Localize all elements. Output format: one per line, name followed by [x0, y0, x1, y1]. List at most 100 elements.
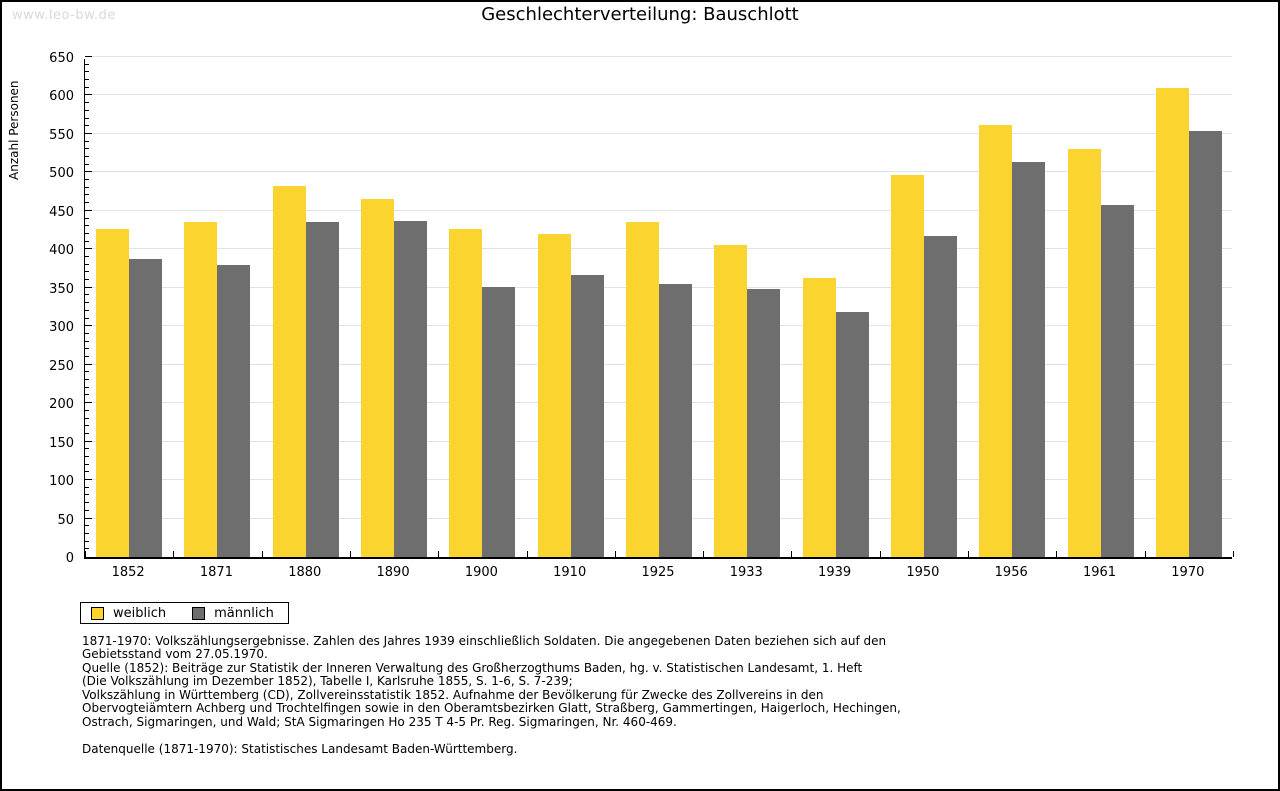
y-minor-tick-590	[85, 102, 89, 104]
y-major-tick-50	[85, 517, 92, 519]
y-minor-tick-360	[85, 279, 89, 281]
y-tick-label-450: 450	[49, 204, 74, 220]
footnotes: 1871-1970: Volkszählungsergebnisse. Zahl…	[82, 634, 1202, 756]
x-tick-label-1852: 1852	[111, 565, 145, 580]
legend-item-männlich: männlich	[192, 606, 274, 621]
y-minor-tick-60	[85, 509, 89, 511]
y-minor-tick-630	[85, 71, 89, 73]
page-title: Geschlechterverteilung: Bauschlott	[481, 4, 799, 25]
y-tick-label-300: 300	[49, 320, 74, 336]
bar-männlich-1956	[1012, 162, 1046, 557]
x-boundary-tick-0	[85, 551, 86, 557]
x-tick-label-1910: 1910	[553, 565, 587, 580]
bar-männlich-1880	[305, 222, 339, 557]
y-minor-tick-280	[85, 340, 89, 342]
bar-männlich-1925	[659, 283, 692, 557]
gridline-450	[85, 209, 1232, 211]
y-minor-tick-530	[85, 148, 89, 150]
bar-weiblich-1871	[184, 222, 218, 557]
bar-männlich-1970	[1188, 130, 1222, 557]
footnote-line-5: Volkszählung in Württemberg (CD), Zollve…	[82, 687, 824, 702]
bar-männlich-1890	[394, 220, 428, 557]
y-minor-tick-30	[85, 532, 89, 534]
x-boundary-tick-13	[1233, 551, 1234, 557]
y-minor-tick-110	[85, 471, 89, 473]
bar-männlich-1910	[570, 274, 604, 557]
x-boundary-tick-3	[349, 551, 351, 557]
y-minor-tick-70	[85, 502, 89, 504]
footnote-line-6: Obervogteiämtern Achberg und Trochtelfin…	[82, 701, 901, 716]
x-boundary-tick-9	[879, 551, 881, 557]
y-minor-tick-270	[85, 348, 89, 350]
x-boundary-tick-12	[1144, 551, 1146, 557]
y-tick-label-400: 400	[49, 243, 74, 259]
footnote-line-1: 1871-1970: Volkszählungsergebnisse. Zahl…	[82, 634, 887, 648]
legend-item-weiblich: weiblich	[91, 606, 166, 621]
y-minor-tick-40	[85, 525, 89, 527]
y-minor-tick-20	[85, 540, 89, 542]
footnote-line-7: Ostrach, Sigmaringen, und Wald; StA Sigm…	[82, 714, 677, 729]
y-major-tick-650	[85, 56, 92, 57]
y-tick-label-650: 650	[49, 51, 74, 66]
y-minor-tick-420	[85, 232, 89, 234]
bar-weiblich-1910	[537, 233, 571, 557]
plot-area	[84, 56, 1234, 559]
x-tick-label-1939: 1939	[818, 565, 852, 580]
legend-label: weiblich	[113, 605, 167, 621]
footnote-line-8	[82, 729, 1202, 742]
footnote-line-3: Quelle (1852): Beiträge zur Statistik de…	[82, 660, 863, 675]
x-tick-label-1880: 1880	[288, 565, 322, 580]
legend-swatch-weiblich	[91, 606, 104, 620]
footnote-line-9: Datenquelle (1871-1970): Statistisches L…	[82, 741, 518, 756]
y-minor-tick-190	[85, 409, 89, 411]
y-tick-label-50: 50	[57, 512, 74, 528]
y-minor-tick-320	[85, 309, 89, 311]
x-boundary-tick-2	[261, 551, 263, 557]
y-minor-tick-440	[85, 217, 89, 219]
y-minor-tick-230	[85, 379, 89, 381]
bar-weiblich-1950	[890, 174, 924, 557]
y-tick-label-250: 250	[49, 358, 74, 374]
gridline-550	[85, 132, 1232, 134]
y-minor-tick-140	[85, 448, 89, 450]
watermark: www.leo-bw.de	[12, 8, 116, 23]
bar-weiblich-1880	[272, 186, 306, 557]
y-major-tick-100	[85, 479, 92, 481]
x-tick-label-1871: 1871	[199, 565, 233, 580]
y-major-tick-300	[85, 325, 92, 327]
x-tick-label-1933: 1933	[729, 565, 763, 580]
y-minor-tick-340	[85, 294, 89, 296]
y-major-tick-500	[85, 171, 92, 173]
y-major-tick-250	[85, 363, 92, 365]
bar-weiblich-1933	[714, 244, 748, 557]
x-boundary-tick-8	[791, 551, 793, 557]
gridline-650	[85, 56, 1232, 57]
legend-label: männlich	[214, 605, 274, 621]
x-tick-label-1956: 1956	[994, 565, 1028, 580]
y-minor-tick-370	[85, 271, 89, 273]
y-minor-tick-610	[85, 86, 89, 88]
bars-layer	[85, 59, 1232, 557]
y-minor-tick-170	[85, 425, 89, 427]
y-minor-tick-580	[85, 109, 89, 111]
y-minor-tick-490	[85, 179, 89, 181]
y-minor-tick-90	[85, 486, 89, 488]
y-minor-tick-330	[85, 302, 89, 304]
x-boundary-tick-6	[614, 551, 616, 557]
y-minor-tick-560	[85, 125, 89, 127]
x-tick-label-1925: 1925	[641, 565, 675, 580]
y-minor-tick-180	[85, 417, 89, 419]
gridline-600	[85, 94, 1232, 96]
y-minor-tick-470	[85, 194, 89, 196]
bar-männlich-1871	[217, 264, 251, 557]
y-minor-tick-570	[85, 117, 89, 119]
y-minor-tick-540	[85, 140, 89, 142]
bar-weiblich-1970	[1155, 87, 1189, 557]
bar-männlich-1950	[923, 236, 957, 557]
gridline-500	[85, 171, 1232, 173]
y-tick-label-100: 100	[49, 474, 74, 490]
x-boundary-tick-7	[703, 551, 705, 557]
x-tick-label-1890: 1890	[376, 565, 410, 580]
y-tick-label-500: 500	[49, 166, 74, 182]
